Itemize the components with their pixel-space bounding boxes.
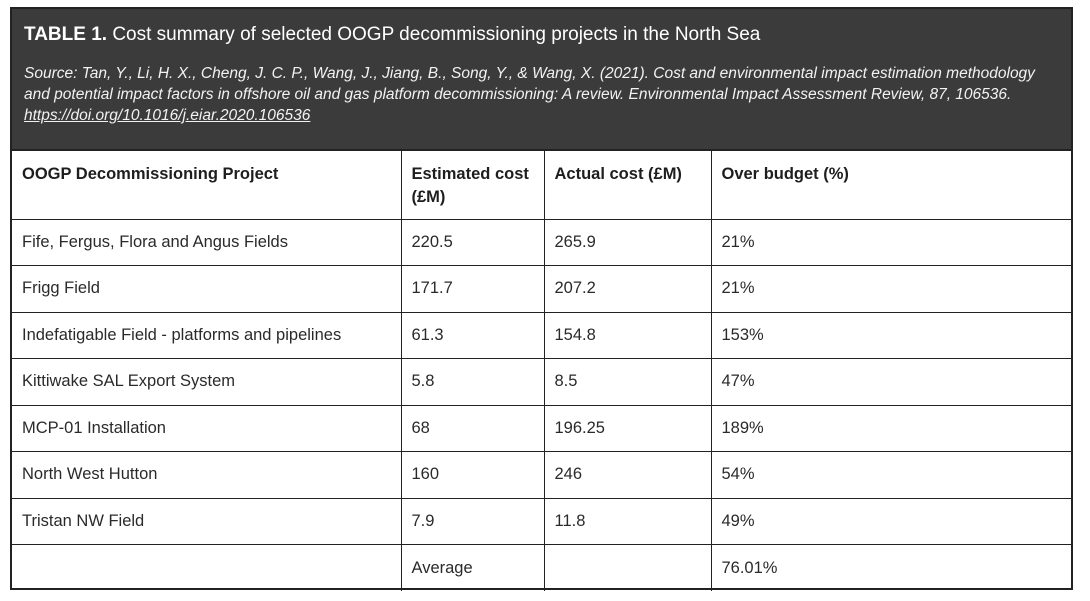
table-cell: North West Hutton [12,451,402,499]
table-cell: 207.2 [543,265,712,313]
column-header: Over budget (%) [710,151,1071,220]
table-cell: 11.8 [543,497,712,545]
average-row: Average 76.01% [12,544,1071,591]
table-cell: Fife, Fergus, Flora and Angus Fields [12,218,402,266]
average-label: Average [400,544,545,591]
table-row: Fife, Fergus, Flora and Angus Fields 220… [12,218,1071,266]
table-cell: 68 [400,404,545,452]
column-header: Actual cost (£M) [543,151,712,220]
table-cell: 246 [543,451,712,499]
table-cell: Indefatigable Field - platforms and pipe… [12,311,402,359]
table-cell: 7.9 [400,497,545,545]
table-cell: 47% [710,358,1071,406]
table-cell: Tristan NW Field [12,497,402,545]
average-value: 76.01% [710,544,1071,591]
table-cell: 54% [710,451,1071,499]
table-row: Indefatigable Field - platforms and pipe… [12,311,1071,359]
table-cell: 265.9 [543,218,712,266]
table-cell: 61.3 [400,311,545,359]
table-cell: 196.25 [543,404,712,452]
column-header: Estimated cost (£M) [400,151,545,220]
source-citation: Source: Tan, Y., Li, H. X., Cheng, J. C.… [24,65,1035,103]
table-cell: 153% [710,311,1071,359]
table-cell: Kittiwake SAL Export System [12,358,402,406]
table-label: TABLE 1. [24,24,108,45]
table-cell: 8.5 [543,358,712,406]
table-row: MCP-01 Installation 68 196.25 189% [12,404,1071,452]
table-cell: 21% [710,265,1071,313]
column-header: OOGP Decommissioning Project [12,151,402,220]
table-row: Kittiwake SAL Export System 5.8 8.5 47% [12,358,1071,406]
table-source: Source: Tan, Y., Li, H. X., Cheng, J. C.… [24,63,1059,126]
table-row: Frigg Field 171.7 207.2 21% [12,265,1071,313]
table-title: TABLE 1. Cost summary of selected OOGP d… [24,23,1059,47]
table-header-panel: TABLE 1. Cost summary of selected OOGP d… [12,9,1071,151]
doi-link[interactable]: https://doi.org/10.1016/j.eiar.2020.1065… [24,107,311,124]
header-row: OOGP Decommissioning Project Estimated c… [12,151,1071,220]
table-cell: 49% [710,497,1071,545]
table-cell [543,544,712,591]
table-cell: 160 [400,451,545,499]
table-row: Tristan NW Field 7.9 11.8 49% [12,497,1071,545]
table-cell [12,544,402,591]
table-row: North West Hutton 160 246 54% [12,451,1071,499]
table-cell: 21% [710,218,1071,266]
table-caption: Cost summary of selected OOGP decommissi… [112,24,761,45]
table-cell: MCP-01 Installation [12,404,402,452]
table-cell: 154.8 [543,311,712,359]
table-cell: 5.8 [400,358,545,406]
table-cell: 220.5 [400,218,545,266]
cost-table: OOGP Decommissioning Project Estimated c… [12,151,1071,591]
table-cell: Frigg Field [12,265,402,313]
table-cell: 171.7 [400,265,545,313]
table-cell: 189% [710,404,1071,452]
table-frame: TABLE 1. Cost summary of selected OOGP d… [10,7,1073,591]
